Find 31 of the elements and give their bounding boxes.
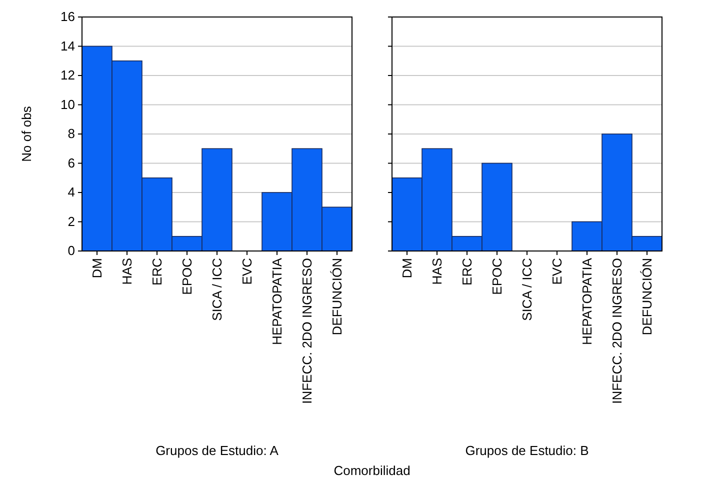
x-tick-label: INFECC. 2DO INGRESO [610,258,625,404]
x-tick-label: INFECC. 2DO INGRESO [300,258,315,404]
y-tick-label: 2 [68,214,75,229]
x-tick-label: HEPATOPATIA [580,258,595,345]
y-axis-title: No of obs [19,106,34,162]
x-tick-label: DM [400,258,415,278]
x-tick-label: ERC [460,258,475,286]
y-tick-label: 12 [60,68,75,83]
x-tick-label: HAS [120,258,135,285]
x-tick-label: HAS [430,258,445,285]
x-tick-label: ERC [150,258,165,286]
y-tick-label: 0 [68,243,75,258]
y-tick-label: 16 [60,9,75,24]
x-tick-label: EPOC [180,258,195,295]
x-tick-label: DEFUNCIÓN [330,258,345,336]
y-tick-label: 6 [68,155,75,170]
y-tick-label: 8 [68,126,75,142]
x-axis-title: Grupos de Estudio: B [465,443,589,458]
x-axis-title: Grupos de Estudio: A [156,443,279,458]
y-tick-label: 14 [60,38,75,54]
x-tick-label: DM [90,258,105,278]
x-tick-label: EVC [240,258,255,285]
x-tick-label: EPOC [490,258,505,295]
text: Comorbilidad [334,463,410,478]
x-tick-label: SICA / ICC [520,258,535,321]
x-tick-label: EVC [550,258,565,285]
y-tick-label: 4 [68,184,75,200]
y-tick-label: 10 [60,96,75,112]
x-tick-label: DEFUNCIÓN [640,258,655,336]
x-tick-label: SICA / ICC [210,258,225,321]
x-tick-label: HEPATOPATIA [270,258,285,345]
